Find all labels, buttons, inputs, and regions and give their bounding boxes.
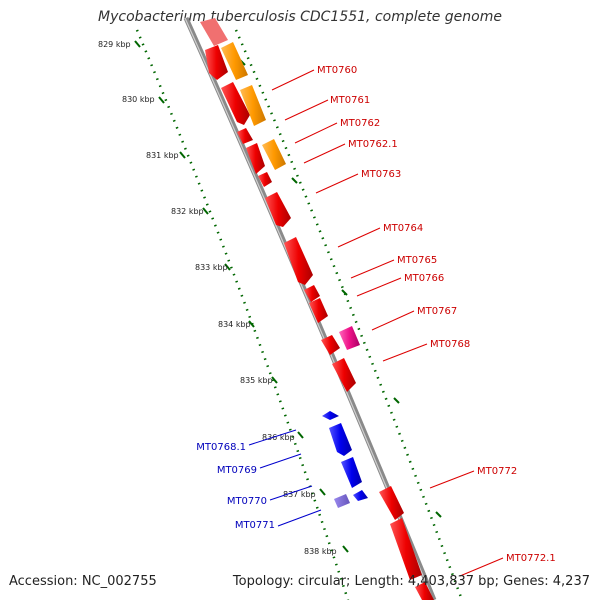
gene-label-mt0772-1[interactable]: MT0772.1	[506, 553, 556, 564]
gene-label-mt0770[interactable]: MT0770	[227, 496, 267, 507]
reverse-gene-labels: MT0768.1 MT0769 MT0770 MT0771	[196, 442, 275, 531]
gene-label-mt0760[interactable]: MT0760	[317, 65, 357, 76]
map-title: Mycobacterium tuberculosis CDC1551, comp…	[98, 9, 502, 25]
gene-feature[interactable]	[221, 82, 250, 125]
gene-label-mt0771[interactable]: MT0771	[235, 520, 275, 531]
forward-label-lines	[271, 69, 504, 577]
gene-feature[interactable]	[334, 494, 350, 508]
kbp-label: 829 kbp	[98, 40, 131, 49]
kbp-label: 833 kbp	[195, 263, 228, 272]
gene-label-mt0765[interactable]: MT0765	[397, 255, 437, 266]
gene-feature[interactable]	[265, 192, 291, 227]
gene-feature[interactable]	[353, 490, 368, 501]
gene-label-mt0763[interactable]: MT0763	[361, 169, 401, 180]
gene-feature[interactable]	[309, 298, 328, 323]
kbp-label: 832 kbp	[171, 207, 204, 216]
gene-label-mt0772[interactable]: MT0772	[477, 466, 517, 477]
gene-feature[interactable]	[262, 139, 286, 170]
kbp-label: 830 kbp	[122, 95, 155, 104]
gene-label-mt0769[interactable]: MT0769	[217, 465, 257, 476]
gene-feature[interactable]	[379, 486, 404, 520]
gene-feature[interactable]	[329, 423, 352, 456]
reverse-label-lines	[248, 429, 322, 527]
gene-feature[interactable]	[322, 411, 339, 420]
gene-label-mt0762-1[interactable]: MT0762.1	[348, 139, 398, 150]
gene-feature[interactable]	[304, 285, 320, 302]
gene-label-mt0767[interactable]: MT0767	[417, 306, 457, 317]
accession-text: Accession: NC_002755	[9, 574, 157, 589]
outer-dotted-guide	[135, 29, 350, 600]
kbp-label: 836 kbp	[262, 433, 295, 442]
gene-label-mt0768-1[interactable]: MT0768.1	[196, 442, 246, 453]
gene-feature[interactable]	[415, 582, 434, 600]
kbp-label: 838 kbp	[304, 547, 337, 556]
kbp-ticks	[134, 40, 442, 553]
gene-feature[interactable]	[221, 42, 248, 80]
kbp-label: 831 kbp	[146, 151, 179, 160]
gene-label-mt0761[interactable]: MT0761	[330, 95, 370, 106]
gene-feature[interactable]	[341, 457, 362, 488]
inner-dotted-guide	[234, 29, 464, 600]
gene-feature[interactable]	[246, 143, 265, 174]
gene-label-mt0768[interactable]: MT0768	[430, 339, 470, 350]
gene-feature[interactable]	[237, 128, 253, 144]
gene-feature[interactable]	[240, 85, 266, 126]
gene-label-mt0762[interactable]: MT0762	[340, 118, 380, 129]
gene-feature[interactable]	[339, 326, 360, 350]
forward-gene-labels: MT0760 MT0761 MT0762 MT0762.1 MT0763 MT0…	[317, 65, 556, 564]
kbp-labels: 829 kbp 830 kbp 831 kbp 832 kbp 833 kbp …	[98, 40, 337, 556]
kbp-label: 835 kbp	[240, 376, 273, 385]
reverse-strand-features	[322, 411, 368, 508]
gene-feature[interactable]	[205, 45, 228, 80]
gene-feature[interactable]	[390, 518, 422, 580]
forward-strand-features	[200, 18, 434, 600]
gene-label-mt0766[interactable]: MT0766	[404, 273, 444, 284]
gene-feature[interactable]	[321, 335, 340, 355]
gene-feature[interactable]	[200, 18, 228, 46]
gene-label-mt0764[interactable]: MT0764	[383, 223, 423, 234]
gene-feature[interactable]	[258, 172, 272, 187]
gene-feature[interactable]	[332, 358, 356, 392]
gene-feature[interactable]	[284, 237, 313, 285]
topology-text: Topology: circular; Length: 4,403,837 bp…	[232, 574, 590, 589]
kbp-label: 834 kbp	[218, 320, 251, 329]
kbp-label: 837 kbp	[283, 490, 316, 499]
